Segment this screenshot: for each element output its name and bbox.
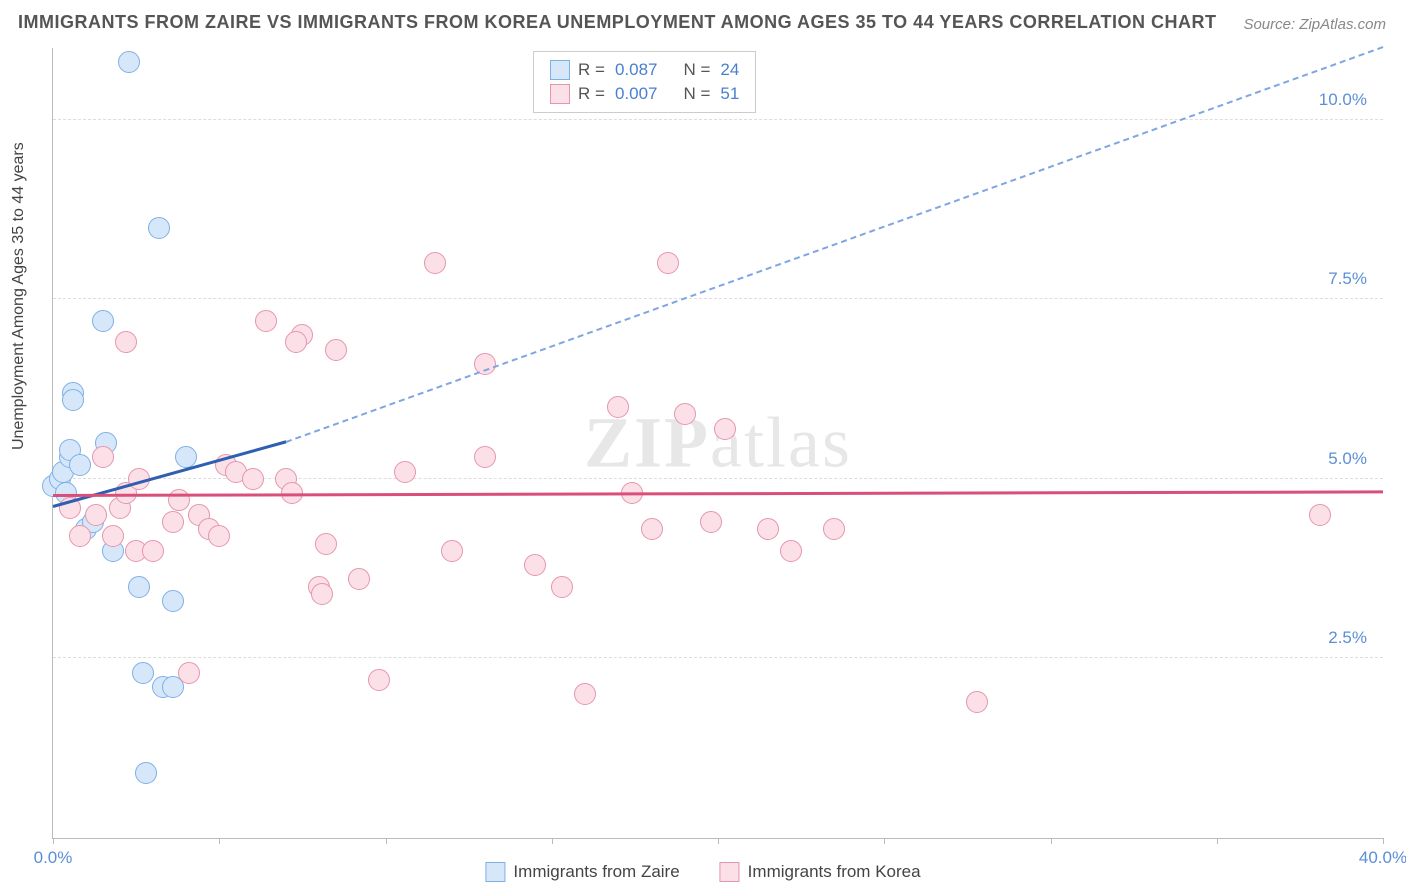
series-legend: Immigrants from Zaire Immigrants from Kor… xyxy=(485,862,920,882)
scatter-point-korea xyxy=(607,396,629,418)
source-attribution: Source: ZipAtlas.com xyxy=(1243,16,1386,33)
scatter-point-korea xyxy=(394,461,416,483)
trend-line xyxy=(53,490,1383,497)
x-tick xyxy=(718,838,719,844)
legend-r-value: 0.087 xyxy=(615,60,658,80)
chart-title: IMMIGRANTS FROM ZAIRE VS IMMIGRANTS FROM… xyxy=(18,12,1217,33)
watermark-atlas: atlas xyxy=(710,403,852,483)
scatter-point-korea xyxy=(102,525,124,547)
scatter-point-korea xyxy=(178,662,200,684)
scatter-point-korea xyxy=(115,331,137,353)
scatter-point-korea xyxy=(315,533,337,555)
gridline xyxy=(53,298,1383,299)
scatter-point-korea xyxy=(641,518,663,540)
scatter-point-zaire xyxy=(69,454,91,476)
plot-area: ZIPatlas R =0.087N =24R =0.007N =51 2.5%… xyxy=(52,48,1383,839)
scatter-point-korea xyxy=(242,468,264,490)
scatter-point-korea xyxy=(285,331,307,353)
scatter-point-korea xyxy=(85,504,107,526)
trend-line-extrapolated xyxy=(285,46,1383,443)
y-tick-label: 5.0% xyxy=(1328,449,1373,469)
y-tick-label: 2.5% xyxy=(1328,628,1373,648)
scatter-point-korea xyxy=(823,518,845,540)
scatter-point-zaire xyxy=(128,576,150,598)
legend-r-value: 0.007 xyxy=(615,84,658,104)
scatter-point-korea xyxy=(757,518,779,540)
x-tick xyxy=(1383,838,1384,844)
legend-n-value: 24 xyxy=(720,60,739,80)
legend-row: R = 0.087 N = 24 xyxy=(550,58,739,82)
legend-n-label: N = xyxy=(683,84,710,104)
legend-swatch xyxy=(550,84,570,104)
correlation-legend: R = 0.087 N = 24 R = 0.007 N = 51 xyxy=(533,51,756,113)
scatter-point-korea xyxy=(424,252,446,274)
scatter-point-korea xyxy=(255,310,277,332)
scatter-point-korea xyxy=(780,540,802,562)
scatter-point-korea xyxy=(657,252,679,274)
x-tick-label: 0.0% xyxy=(34,848,73,868)
legend-r-label: R = xyxy=(578,84,605,104)
legend-label: Immigrants from Zaire xyxy=(513,862,679,882)
scatter-point-korea xyxy=(368,669,390,691)
scatter-point-korea xyxy=(348,568,370,590)
legend-row: R = 0.007 N = 51 xyxy=(550,82,739,106)
x-tick-label: 40.0% xyxy=(1359,848,1406,868)
scatter-point-zaire xyxy=(92,310,114,332)
legend-label: Immigrants from Korea xyxy=(748,862,921,882)
y-tick-label: 7.5% xyxy=(1328,269,1373,289)
scatter-point-zaire xyxy=(62,389,84,411)
scatter-point-korea xyxy=(714,418,736,440)
scatter-point-zaire xyxy=(132,662,154,684)
legend-n-value: 51 xyxy=(720,84,739,104)
scatter-point-korea xyxy=(69,525,91,547)
x-tick xyxy=(1217,838,1218,844)
scatter-point-zaire xyxy=(162,590,184,612)
legend-n-label: N = xyxy=(683,60,710,80)
scatter-point-korea xyxy=(311,583,333,605)
scatter-point-korea xyxy=(474,446,496,468)
legend-swatch xyxy=(550,60,570,80)
legend-item: Immigrants from Zaire xyxy=(485,862,679,882)
x-tick xyxy=(386,838,387,844)
x-tick xyxy=(884,838,885,844)
legend-swatch xyxy=(720,862,740,882)
gridline xyxy=(53,657,1383,658)
scatter-point-korea xyxy=(162,511,184,533)
scatter-point-zaire xyxy=(148,217,170,239)
scatter-point-korea xyxy=(441,540,463,562)
scatter-point-korea xyxy=(700,511,722,533)
scatter-point-korea xyxy=(1309,504,1331,526)
scatter-point-korea xyxy=(142,540,164,562)
y-axis-label: Unemployment Among Ages 35 to 44 years xyxy=(10,142,28,450)
scatter-point-korea xyxy=(674,403,696,425)
scatter-point-korea xyxy=(208,525,230,547)
scatter-point-korea xyxy=(524,554,546,576)
legend-swatch xyxy=(485,862,505,882)
scatter-point-korea xyxy=(551,576,573,598)
x-tick xyxy=(1051,838,1052,844)
legend-item: Immigrants from Korea xyxy=(720,862,921,882)
x-tick xyxy=(53,838,54,844)
scatter-point-zaire xyxy=(118,51,140,73)
x-tick xyxy=(552,838,553,844)
x-tick xyxy=(219,838,220,844)
scatter-point-zaire xyxy=(135,762,157,784)
y-tick-label: 10.0% xyxy=(1319,90,1373,110)
legend-r-label: R = xyxy=(578,60,605,80)
scatter-point-korea xyxy=(966,691,988,713)
scatter-point-korea xyxy=(92,446,114,468)
scatter-point-korea xyxy=(325,339,347,361)
scatter-point-korea xyxy=(574,683,596,705)
